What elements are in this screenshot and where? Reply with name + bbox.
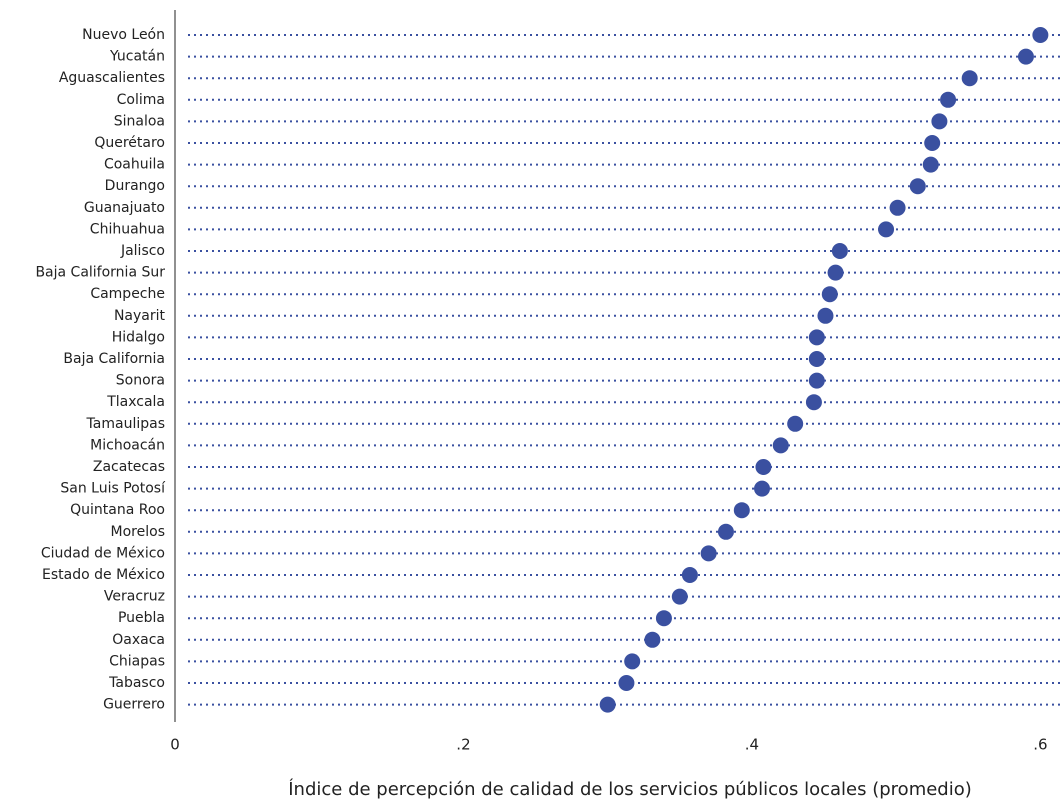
y-tick-label: Campeche (90, 286, 165, 302)
y-tick-label: Aguascalientes (59, 70, 165, 86)
y-tick-label: Querétaro (94, 135, 165, 151)
y-tick-label: Sinaloa (114, 113, 165, 129)
dot (733, 502, 750, 519)
dot (700, 545, 717, 562)
y-tick-label: Guerrero (103, 697, 165, 713)
y-tick-label: Chihuahua (90, 221, 165, 237)
dot (1032, 27, 1049, 43)
y-tick-label: Baja California Sur (35, 265, 165, 281)
y-tick-label: Jalisco (120, 243, 165, 259)
dot (671, 588, 688, 605)
dot (805, 394, 822, 411)
dot (889, 199, 906, 216)
x-tick-label: .2 (456, 736, 470, 754)
y-tick-label: Chiapas (109, 653, 165, 669)
y-tick-label: Nayarit (114, 308, 166, 324)
y-tick-label: Sonora (116, 373, 165, 389)
dot (1017, 48, 1034, 65)
dot (909, 178, 926, 195)
dot (808, 351, 825, 367)
y-tick-label: Estado de México (42, 567, 165, 583)
dot (754, 480, 771, 497)
dot (878, 221, 895, 238)
dot (787, 415, 804, 432)
y-tick-label: Tamaulipas (86, 416, 165, 432)
y-tick-label: Baja California (63, 351, 165, 367)
dot (817, 307, 834, 324)
dot (827, 264, 844, 281)
y-tick-label: Coahuila (104, 157, 165, 173)
dot (922, 156, 939, 173)
y-tick-label: Nuevo León (82, 27, 165, 43)
y-tick-label: San Luis Potosí (60, 481, 166, 497)
y-tick-label: Oaxaca (112, 632, 165, 648)
dot (808, 329, 825, 346)
y-tick-label: Zacatecas (93, 459, 165, 475)
dot (772, 437, 789, 454)
y-tick-label: Colima (117, 92, 165, 108)
dot (755, 459, 772, 475)
dot (644, 631, 661, 648)
dot (618, 675, 635, 691)
dot (961, 70, 978, 87)
dot (931, 113, 948, 130)
y-tick-label: Guanajuato (84, 200, 165, 216)
y-tick-label: Yucatán (109, 49, 165, 65)
y-tick-label: Hidalgo (112, 329, 165, 345)
x-tick-label: .6 (1033, 736, 1047, 754)
dot (821, 286, 838, 303)
y-tick-label: Michoacán (90, 437, 165, 453)
dot (831, 243, 848, 259)
x-axis-title: Índice de percepción de calidad de los s… (288, 778, 972, 800)
y-tick-label: Veracruz (104, 589, 165, 605)
dot (681, 567, 698, 583)
dot (924, 135, 941, 151)
dot (808, 372, 825, 389)
x-tick-label: .4 (745, 736, 759, 754)
dot (717, 523, 734, 540)
y-tick-label: Durango (105, 178, 165, 194)
y-tick-label: Morelos (111, 524, 165, 540)
dot (940, 91, 957, 108)
dot (655, 610, 672, 627)
dot (624, 653, 641, 670)
y-tick-label: Tlaxcala (106, 394, 165, 410)
dot (599, 696, 616, 713)
y-tick-label: Tabasco (108, 675, 165, 691)
x-tick-label: 0 (170, 736, 180, 754)
y-tick-label: Quintana Roo (70, 502, 165, 518)
y-tick-label: Ciudad de México (41, 545, 165, 561)
y-tick-label: Puebla (118, 610, 165, 626)
